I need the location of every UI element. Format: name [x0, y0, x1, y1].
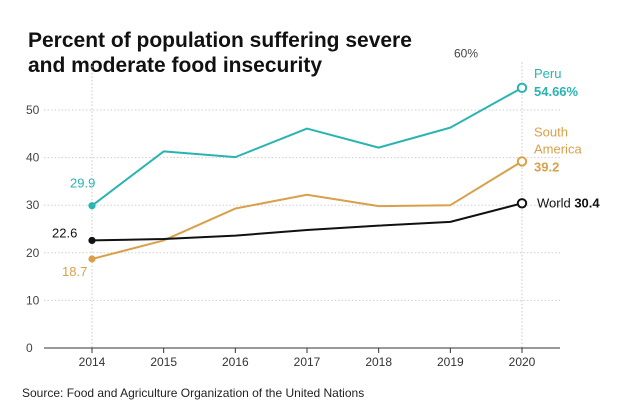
- x-tick-label-2019: 2019: [437, 355, 464, 369]
- end-marker-world: [516, 198, 528, 209]
- x-tick-label-2018: 2018: [365, 355, 392, 369]
- start-label-world: 22.6: [52, 225, 77, 240]
- end-label-peru: 54.66%: [534, 84, 579, 99]
- series-line-south-america: [91, 160, 523, 260]
- label-layer: 29.9 Peru 54.66% 18.7 South America 39.2 22.6 Wo…: [52, 66, 600, 279]
- end-label-south-america: 39.2: [534, 159, 559, 174]
- grid-layer: 0 10 20 30 40 50 60% 2014 2015 2016 2017 2018 2019 20…: [26, 46, 560, 369]
- source-note: Source: Food and Agriculture Organizatio…: [22, 386, 365, 400]
- series-line-peru: [91, 86, 523, 207]
- y-tick-label-30: 30: [26, 198, 40, 212]
- end-marker-peru: [516, 82, 528, 94]
- y-tick-label-20: 20: [26, 246, 40, 260]
- start-label-south-america: 18.7: [62, 264, 87, 279]
- x-tick-label-2016: 2016: [222, 355, 249, 369]
- series-name-south-america-line2: America: [534, 141, 582, 156]
- series-name-world: World 30.4: [537, 195, 600, 210]
- y-tick-label-0: 0: [26, 341, 33, 355]
- start-marker-peru: [88, 202, 96, 210]
- series-name-south-america-line1: South: [534, 124, 568, 139]
- x-tick-label-2014: 2014: [79, 355, 106, 369]
- x-tick-label-2017: 2017: [294, 355, 321, 369]
- series-name-peru: Peru: [534, 66, 561, 81]
- x-tick-label-2015: 2015: [150, 355, 177, 369]
- y-top-label: 60%: [454, 46, 478, 60]
- end-marker-south-america: [516, 156, 528, 167]
- y-tick-label-40: 40: [26, 151, 40, 165]
- y-tick-label-10: 10: [26, 293, 40, 307]
- end-label-world: 30.4: [574, 195, 600, 210]
- series-line-world: [91, 202, 523, 242]
- start-marker-south-america: [88, 255, 96, 263]
- start-marker-world: [88, 236, 96, 245]
- series-layer: [88, 82, 528, 263]
- x-tick-label-2020: 2020: [509, 355, 536, 369]
- chart-title: Percent of population suffering severe a…: [28, 29, 412, 77]
- start-label-peru: 29.9: [70, 176, 95, 191]
- y-tick-label-50: 50: [26, 103, 40, 117]
